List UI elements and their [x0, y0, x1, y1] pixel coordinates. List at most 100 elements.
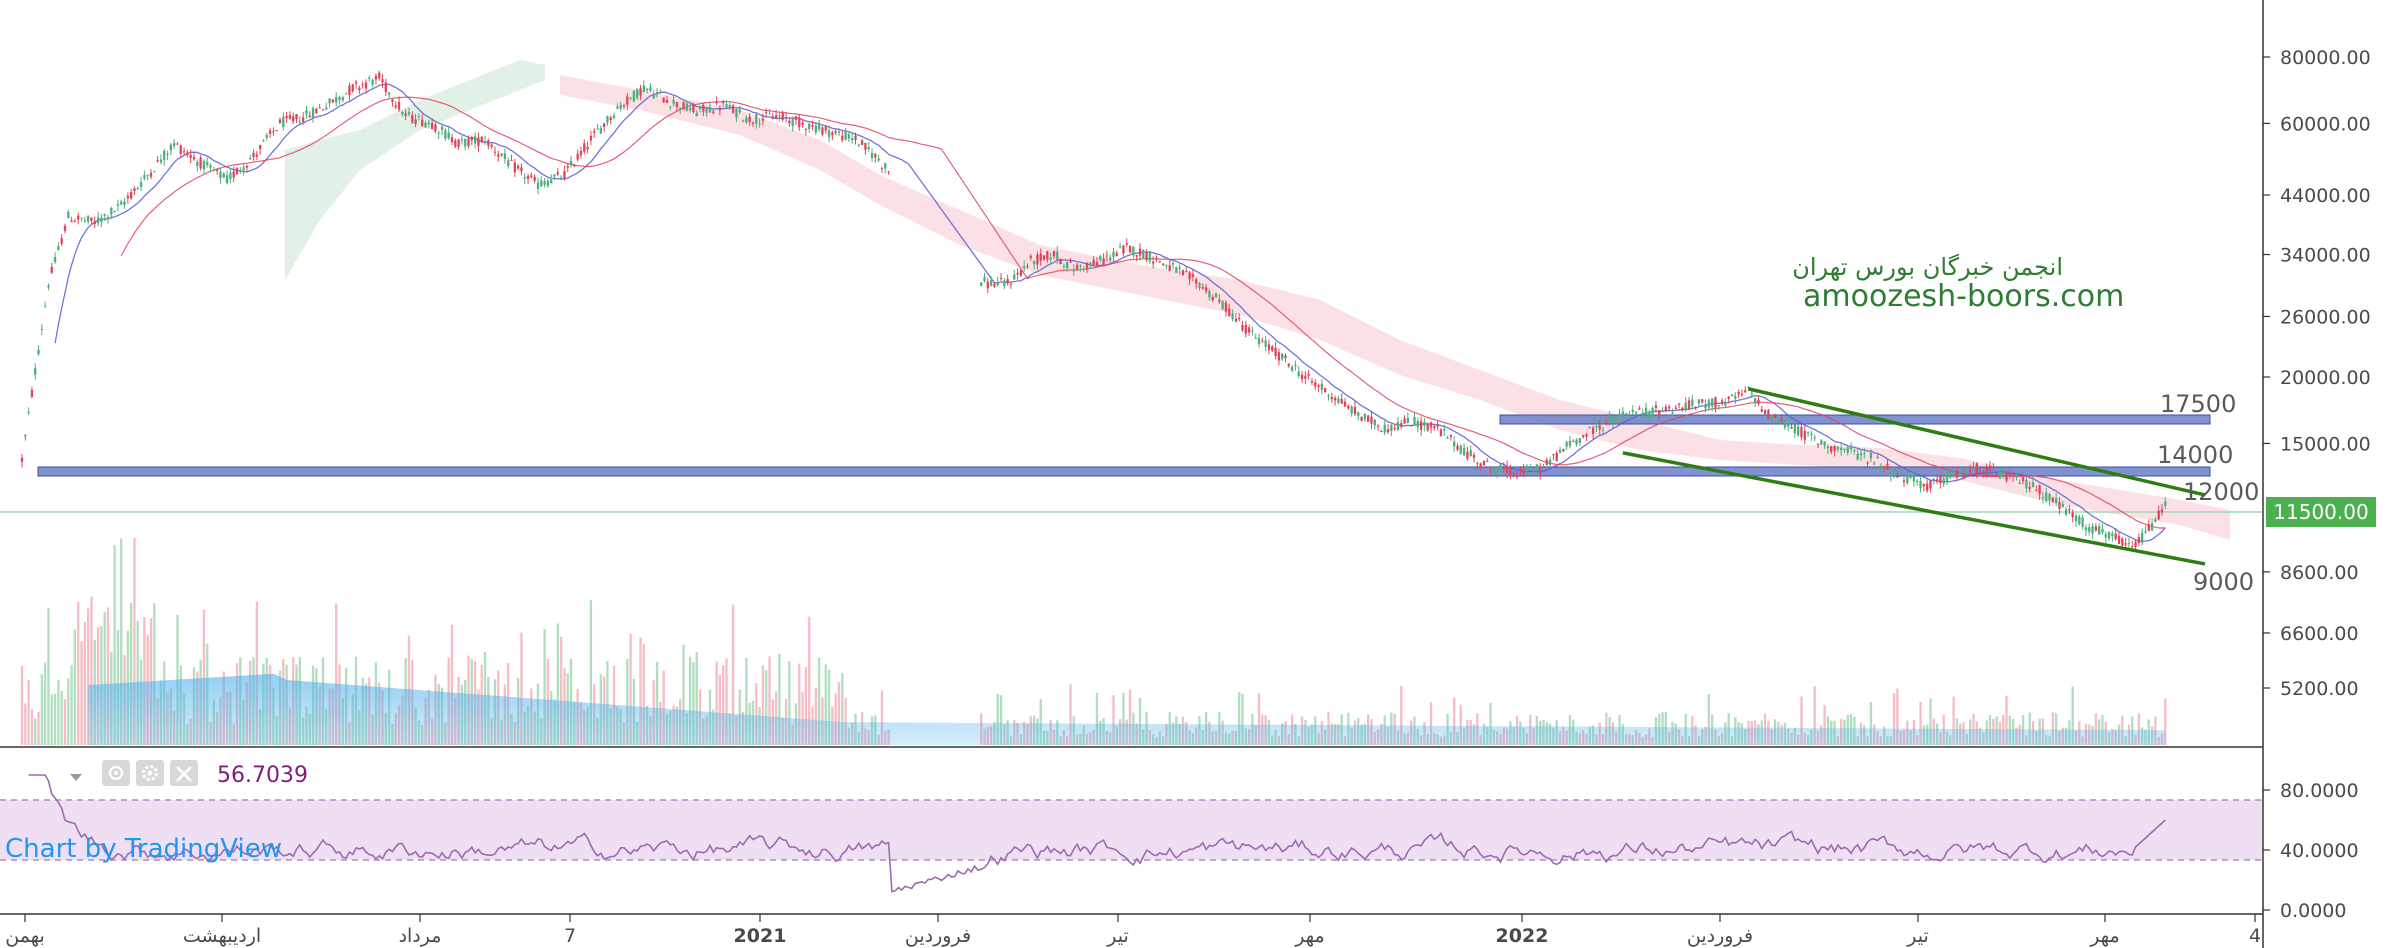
time-tick-label: 7 — [564, 925, 576, 947]
candle-body — [77, 215, 80, 220]
candle-body — [1443, 428, 1446, 431]
channel-lines[interactable] — [1622, 387, 2206, 566]
candle-body — [748, 116, 751, 123]
level-label-12000: 12000 — [2183, 478, 2259, 506]
candle-body — [265, 135, 268, 138]
volume-bar — [692, 662, 695, 745]
volume-bar — [768, 656, 771, 745]
volume-bar — [761, 665, 765, 745]
volume-bar — [63, 699, 67, 745]
candle-body — [1998, 468, 2002, 479]
candle-body — [176, 143, 179, 145]
candle-body — [1889, 475, 1892, 477]
candle-body — [1992, 466, 1995, 468]
volume-bar — [106, 607, 110, 745]
volume-bar — [639, 637, 642, 745]
candle-body — [1406, 418, 1410, 423]
rsi-tick-label: 0.0000 — [2280, 900, 2346, 922]
candle-body — [1803, 430, 1806, 440]
candle-body — [758, 123, 761, 125]
candle-body — [1125, 243, 1128, 245]
candle-body — [454, 140, 457, 147]
candle-body — [1582, 434, 1585, 437]
candle-body — [2160, 509, 2164, 513]
candle-body — [1290, 366, 1294, 371]
candle-body — [1952, 472, 1955, 476]
candle-body — [1188, 272, 1191, 280]
volume-bar — [43, 662, 47, 745]
candle-body — [1568, 440, 1572, 446]
candle-body — [662, 97, 665, 103]
candle-body — [288, 115, 292, 119]
candle-body — [1310, 381, 1314, 383]
candle-body — [692, 105, 695, 112]
candle-body — [1658, 410, 1661, 416]
candle-body — [331, 99, 335, 103]
candle-body — [417, 115, 421, 117]
candle-body — [688, 107, 692, 111]
collapse-arrow-icon[interactable] — [70, 774, 82, 781]
price-tick-label: 26000.00 — [2280, 306, 2371, 328]
candle-body — [239, 169, 242, 172]
candle-body — [1337, 398, 1340, 403]
candle-body — [626, 96, 629, 105]
volume-bar — [2028, 712, 2031, 745]
channel-line[interactable] — [1622, 451, 2206, 566]
candle-body — [540, 180, 543, 187]
candle-body — [1102, 258, 1105, 265]
candle-body — [659, 91, 662, 94]
volume-bar — [1800, 696, 1803, 745]
candle-body — [1423, 421, 1426, 426]
candle-body — [1836, 446, 1840, 450]
candle-body — [1598, 425, 1601, 430]
rsi-controls[interactable] — [70, 760, 198, 786]
candle-body — [196, 161, 199, 166]
price-pane-background[interactable] — [0, 0, 2262, 745]
candle-body — [1052, 250, 1056, 257]
volume-bar — [1257, 693, 1261, 745]
candle-body — [2150, 523, 2154, 531]
candle-body — [86, 216, 90, 222]
candle-body — [636, 88, 639, 99]
candle-body — [1509, 466, 1512, 477]
candle-body — [1777, 422, 1780, 424]
candle-body — [1185, 271, 1188, 273]
candle-body — [421, 119, 424, 126]
candle-body — [444, 130, 447, 139]
volume-bar — [841, 673, 844, 745]
channel-line[interactable] — [1748, 387, 2206, 497]
candle-body — [381, 79, 384, 83]
candle-body — [2147, 524, 2150, 531]
candle-body — [1304, 375, 1307, 379]
candle-body — [321, 109, 325, 111]
band-14000[interactable] — [37, 466, 2211, 477]
time-tick-label: مرداد — [399, 925, 442, 947]
candle-body — [2045, 492, 2048, 501]
candle-body — [153, 171, 156, 173]
candle-body — [1307, 373, 1310, 376]
candle-body — [1677, 403, 1681, 405]
candle-body — [2094, 526, 2098, 531]
candle-body — [2144, 531, 2147, 533]
candle-body — [649, 87, 652, 92]
candle-body — [1135, 254, 1138, 257]
tradingview-attribution[interactable]: Chart by TradingView — [5, 834, 282, 864]
candle-body — [268, 130, 272, 134]
time-axis[interactable]: بهمن اردیبهشت مرداد 7 2021 فروردین تیر مهر 2022 ف… — [5, 914, 2261, 947]
candle-body — [2071, 512, 2074, 518]
candle-body — [90, 217, 93, 221]
candle-body — [2164, 501, 2167, 506]
candle-body — [817, 123, 821, 130]
moving-average-line — [120, 96, 2166, 529]
candle-body — [530, 175, 533, 178]
candle-body — [774, 115, 778, 119]
candle-body — [583, 143, 586, 152]
candle-body — [1833, 446, 1836, 452]
candle-body — [593, 131, 596, 133]
candle-body — [457, 139, 460, 147]
price-tick-label: 5200.00 — [2280, 678, 2359, 700]
candle-body — [1264, 340, 1267, 347]
volume-bar — [662, 670, 665, 745]
price-axis[interactable]: 80000.00 60000.00 44000.00 34000.00 26000.00… — [2263, 47, 2371, 700]
